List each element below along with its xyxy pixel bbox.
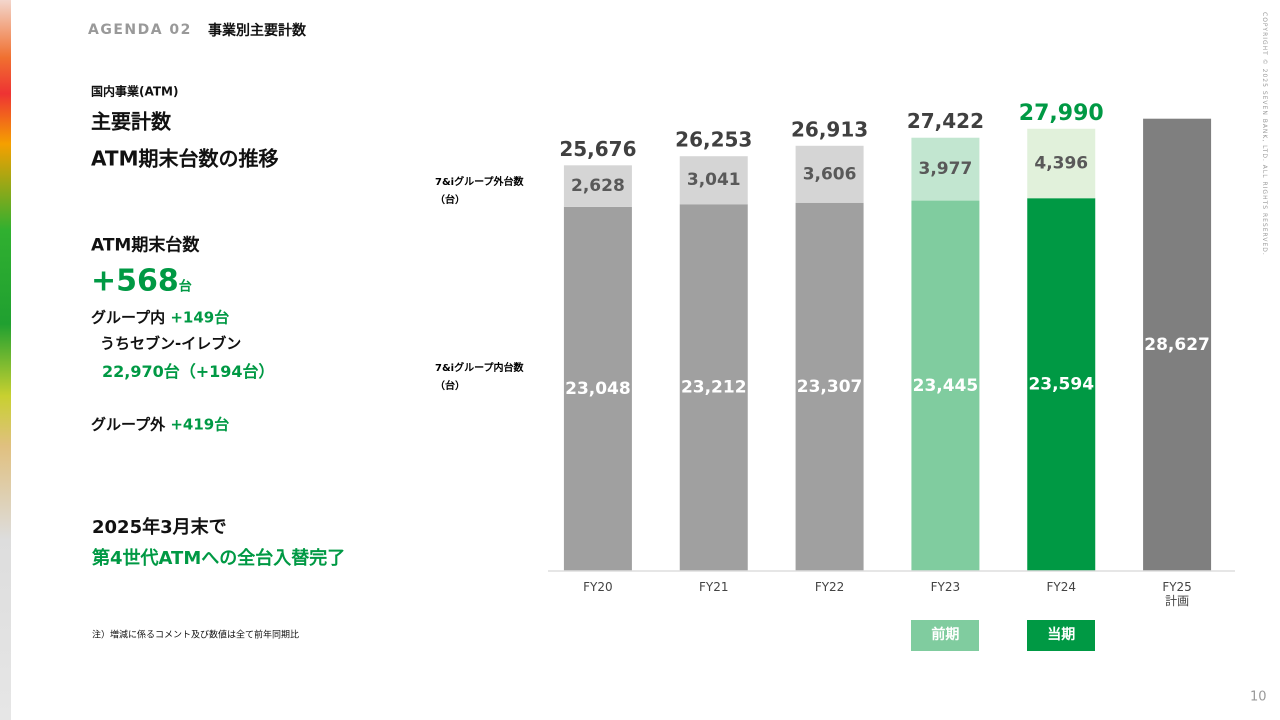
segment-label: 23,307 — [797, 377, 863, 397]
note: 注）増減に係るコメント及び数値は全て前年同期比 — [92, 630, 300, 641]
bar-segment — [911, 137, 980, 201]
label: グループ外 — [91, 415, 166, 434]
x-tick-label: FY21 — [698, 580, 729, 594]
bar-segment — [1027, 198, 1096, 572]
kpi-unit: 台 — [178, 279, 192, 295]
series-label: 7&iグループ内台数 （台） — [435, 362, 524, 392]
period-label: 当期 — [1027, 620, 1096, 651]
kpi-value: +568台 — [91, 264, 192, 299]
bar-segment — [795, 145, 864, 203]
bar-segment — [911, 200, 980, 571]
segment-label: 23,594 — [1028, 375, 1094, 395]
total-label: 26,913 — [791, 117, 868, 141]
segment-label: 3,606 — [803, 164, 857, 184]
segment-label: 23,048 — [565, 379, 631, 399]
x-tick-label: FY24 — [1046, 580, 1076, 594]
period-label: 前期 — [911, 620, 980, 651]
page-number: 10 — [1250, 689, 1267, 705]
segment-label: 23,445 — [913, 376, 979, 396]
total-label: 26,253 — [675, 128, 752, 152]
seven-value: 22,970台（+194台） — [102, 362, 275, 381]
segment-label: 4,396 — [1034, 153, 1088, 173]
kpi-number: +568 — [91, 263, 179, 299]
total-label: 27,422 — [907, 109, 984, 133]
decor-strip — [0, 0, 11, 720]
agenda: AGENDA 02 — [88, 22, 192, 38]
group-out: グループ外 +419台 — [91, 414, 229, 435]
completion: 第4世代ATMへの全台入替完了 — [92, 548, 346, 569]
x-tick-label: FY25 計画 — [1162, 580, 1192, 608]
value: +419台 — [170, 415, 230, 434]
segment-label: 23,212 — [681, 378, 747, 398]
segment-label: 2,628 — [571, 176, 625, 196]
heading: ATM期末台数の推移 — [91, 146, 279, 171]
heading: 主要計数 — [91, 109, 171, 134]
x-tick-label: FY20 — [583, 580, 613, 594]
x-tick-label: FY22 — [814, 580, 845, 594]
value: +149台 — [170, 308, 230, 327]
total-label: 25,676 — [559, 137, 636, 161]
x-tick-label: FY23 — [930, 580, 961, 594]
group-in: グループ内 +149台 — [91, 307, 229, 328]
bar-segment — [795, 202, 864, 572]
total-label: 27,990 — [1019, 101, 1104, 126]
series-label: 7&iグループ外台数 （台） — [435, 177, 524, 207]
bar — [1143, 118, 1212, 572]
bar-segment — [563, 206, 632, 571]
section: 国内事業(ATM) — [91, 84, 179, 99]
segment-label: 3,977 — [919, 159, 973, 179]
label: グループ内 — [91, 308, 166, 327]
bar-segment — [563, 165, 632, 207]
bar-segment — [1027, 128, 1096, 199]
completion: 2025年3月末で — [92, 517, 227, 538]
segment-label: 3,041 — [687, 170, 741, 190]
seven-label: うちセブン-イレブン — [100, 334, 242, 353]
bar-segment — [679, 156, 748, 205]
total-label: 28,627 — [1144, 335, 1210, 355]
bar-segment — [679, 204, 748, 571]
kpi-label: ATM期末台数 — [91, 235, 200, 256]
header-title: 事業別主要計数 — [208, 23, 306, 39]
